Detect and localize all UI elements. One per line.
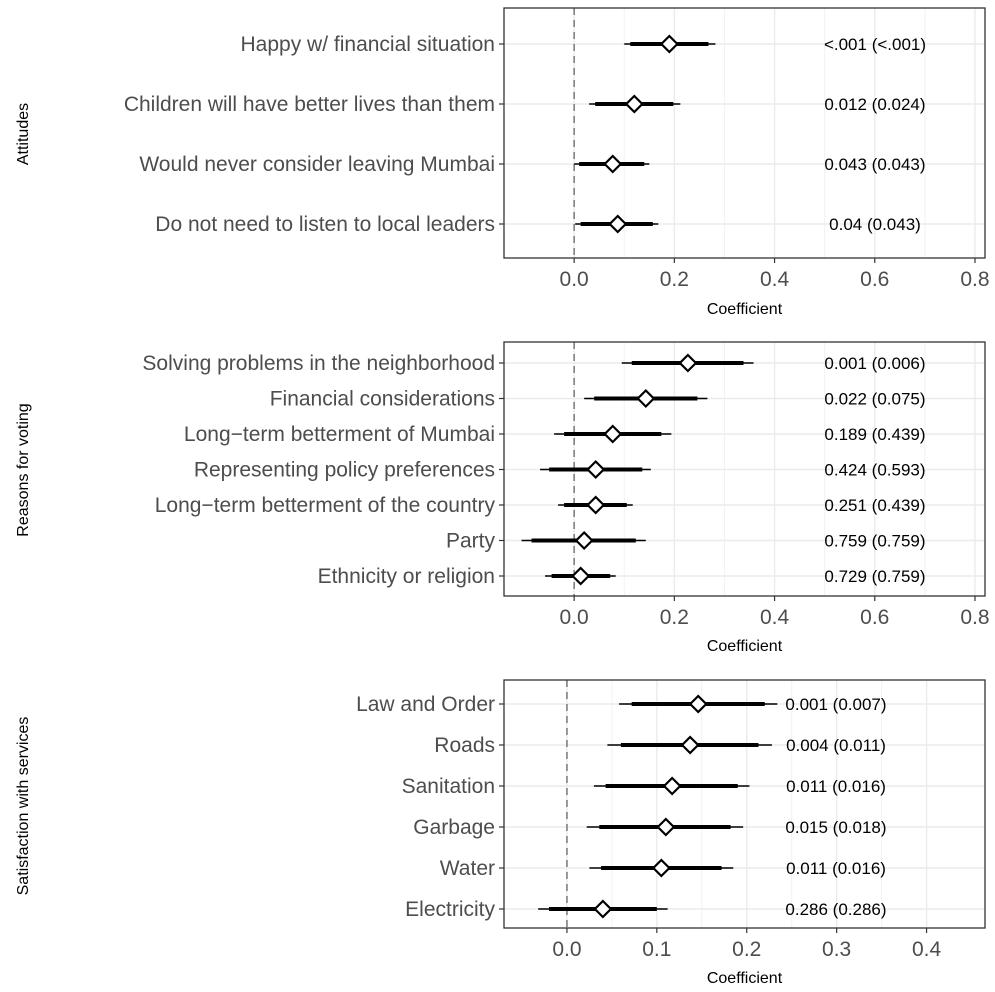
x-tick-label: 0.0 xyxy=(560,268,589,291)
category-label: Long−term betterment of Mumbai xyxy=(184,423,495,446)
category-label: Garbage xyxy=(413,816,495,839)
panel-3: 0.001 (0.007) Law and Order 0.004 (0.011) R… xyxy=(15,679,986,987)
estimate-diamond xyxy=(571,566,591,586)
estimate-diamond xyxy=(603,154,623,174)
estimate-diamond xyxy=(680,735,700,755)
p-value-label: 0.04 (0.043) xyxy=(829,215,921,234)
coefficient-row: 0.286 (0.286) Electricity xyxy=(405,898,886,921)
estimate-diamond xyxy=(593,899,613,919)
category-label: Happy w/ financial situation xyxy=(241,33,495,56)
x-tick-label: 0.4 xyxy=(760,606,790,629)
x-tick-label: 0.6 xyxy=(860,268,889,291)
p-value-label: 0.004 (0.011) xyxy=(786,736,886,755)
category-label: Law and Order xyxy=(356,693,495,716)
panel-2: 0.001 (0.006) Solving problems in the nei… xyxy=(15,341,990,655)
estimate-diamond xyxy=(636,388,656,409)
coefficient-row: 0.424 (0.593) Representing policy prefere… xyxy=(194,459,926,482)
category-label: Roads xyxy=(434,734,495,757)
coefficient-row: 0.011 (0.016) Sanitation xyxy=(402,775,886,798)
x-tick-label: 0.2 xyxy=(660,268,689,291)
estimate-diamond xyxy=(678,353,698,373)
coefficient-row: 0.189 (0.439) Long−term betterment of Mum… xyxy=(184,423,926,446)
panel-border xyxy=(503,7,986,259)
estimate-diamond xyxy=(651,858,671,878)
estimate-diamond xyxy=(574,530,594,551)
coefficient-row: 0.015 (0.018) Garbage xyxy=(413,816,886,839)
category-label: Water xyxy=(440,857,495,880)
x-tick-label: 0.2 xyxy=(732,938,761,961)
estimate-diamond xyxy=(656,817,676,837)
category-label: Would never consider leaving Mumbai xyxy=(139,153,495,176)
panel-border xyxy=(503,679,986,929)
category-label: Representing policy preferences xyxy=(194,459,495,482)
p-value-label: 0.001 (0.006) xyxy=(824,354,925,373)
p-value-label: 0.729 (0.759) xyxy=(824,567,925,586)
x-tick-label: 0.8 xyxy=(960,268,989,291)
category-label: Party xyxy=(446,530,496,553)
x-tick-label: 0.6 xyxy=(860,606,889,629)
category-label: Do not need to listen to local leaders xyxy=(155,213,495,236)
group-label: Satisfaction with services xyxy=(15,717,32,896)
estimate-diamond xyxy=(586,495,606,515)
group-label: Reasons for voting xyxy=(15,403,32,536)
coefficient-row: 0.043 (0.043) Would never consider leavin… xyxy=(139,153,925,176)
category-label: Electricity xyxy=(405,898,495,921)
p-value-label: 0.011 (0.016) xyxy=(786,777,886,796)
x-axis-title: Coefficient xyxy=(707,970,783,987)
estimate-diamond xyxy=(586,459,606,480)
p-value-label: 0.043 (0.043) xyxy=(824,155,925,174)
x-tick-label: 0.0 xyxy=(560,606,589,629)
x-tick-label: 0.4 xyxy=(912,938,942,961)
p-value-label: 0.424 (0.593) xyxy=(824,461,925,480)
category-label: Long−term betterment of the country xyxy=(155,494,496,517)
p-value-label: 0.759 (0.759) xyxy=(824,532,925,551)
panel-1: <.001 (<.001) Happy w/ financial situatio… xyxy=(15,7,990,318)
x-tick-label: 0.3 xyxy=(822,938,851,961)
group-label: Attitudes xyxy=(15,103,32,165)
estimate-diamond xyxy=(688,694,708,714)
estimate-diamond xyxy=(659,34,679,54)
p-value-label: 0.015 (0.018) xyxy=(785,818,886,837)
coefficient-row: 0.022 (0.075) Financial considerations xyxy=(270,388,926,411)
estimate-diamond xyxy=(624,94,644,114)
category-label: Financial considerations xyxy=(270,388,495,411)
p-value-label: 0.286 (0.286) xyxy=(785,900,886,919)
x-tick-label: 0.2 xyxy=(660,606,689,629)
coefficient-row: 0.251 (0.439) Long−term betterment of the… xyxy=(155,494,926,517)
category-label: Solving problems in the neighborhood xyxy=(142,352,495,375)
coefficient-row: 0.011 (0.016) Water xyxy=(440,857,886,880)
category-label: Children will have better lives than the… xyxy=(124,93,495,116)
coefficient-row: 0.004 (0.011) Roads xyxy=(434,734,886,757)
p-value-label: <.001 (<.001) xyxy=(824,35,926,54)
p-value-label: 0.251 (0.439) xyxy=(824,496,925,515)
p-value-label: 0.011 (0.016) xyxy=(786,859,886,878)
p-value-label: 0.189 (0.439) xyxy=(824,425,925,444)
p-value-label: 0.022 (0.075) xyxy=(824,390,925,409)
coefficient-row: <.001 (<.001) Happy w/ financial situatio… xyxy=(241,33,927,56)
x-tick-label: 0.4 xyxy=(760,268,790,291)
coefficient-row: 0.759 (0.759) Party xyxy=(446,530,926,553)
p-value-label: 0.001 (0.007) xyxy=(785,695,886,714)
estimate-diamond xyxy=(608,214,628,234)
coefficient-row: 0.012 (0.024) Children will have better l… xyxy=(124,93,926,116)
category-label: Ethnicity or religion xyxy=(318,565,495,588)
estimate-diamond xyxy=(662,776,682,796)
coefficient-row: 0.729 (0.759) Ethnicity or religion xyxy=(318,565,926,588)
plot-background xyxy=(504,8,985,258)
coefficient-row: 0.04 (0.043) Do not need to listen to loc… xyxy=(155,213,921,236)
coefficient-row: 0.001 (0.006) Solving problems in the nei… xyxy=(142,352,925,375)
category-label: Sanitation xyxy=(402,775,495,798)
coefficient-row: 0.001 (0.007) Law and Order xyxy=(356,693,886,716)
x-tick-label: 0.0 xyxy=(552,938,581,961)
estimate-diamond xyxy=(603,424,623,444)
x-axis-title: Coefficient xyxy=(707,638,783,655)
plot-background xyxy=(504,680,985,928)
x-axis-title: Coefficient xyxy=(707,301,783,318)
panel-border xyxy=(503,341,986,597)
x-tick-label: 0.8 xyxy=(960,606,989,629)
p-value-label: 0.012 (0.024) xyxy=(824,95,925,114)
x-tick-label: 0.1 xyxy=(642,938,671,961)
